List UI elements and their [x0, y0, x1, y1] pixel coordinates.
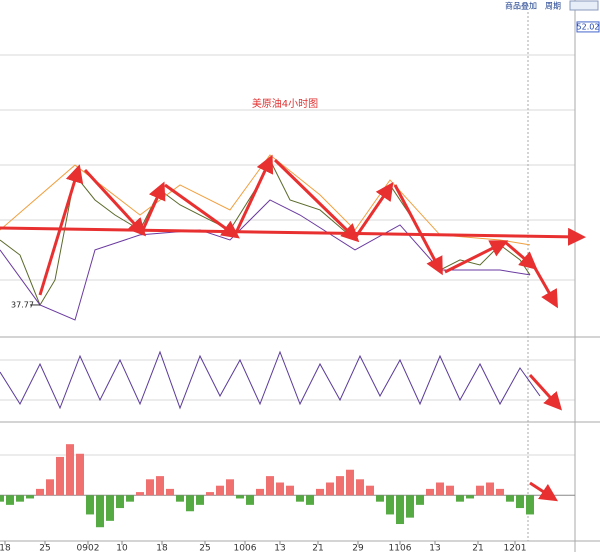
macd-bar [286, 485, 294, 496]
macd-bar [406, 495, 414, 518]
macd-bar [226, 479, 234, 496]
macd-bar [276, 482, 284, 496]
macd-bar [246, 495, 254, 505]
x-tick-label: 13 [429, 544, 440, 553]
macd-bar [116, 495, 124, 509]
macd-bar [316, 488, 324, 496]
overlay-button[interactable]: 商品叠加 [505, 1, 537, 11]
macd-bar [326, 482, 334, 496]
macd-bar [346, 469, 354, 496]
macd-bar [66, 444, 74, 496]
macd-bar [36, 488, 44, 496]
macd-bar [236, 495, 244, 499]
macd-bar [436, 482, 444, 496]
macd-bar [416, 495, 424, 505]
macd-bar [126, 495, 134, 502]
price-line [0, 350, 541, 410]
macd-bar [146, 479, 154, 496]
x-tick-label: 29 [352, 544, 364, 553]
x-tick-label: 0902 [77, 544, 100, 553]
macd-bar [486, 482, 494, 496]
macd-bar [456, 495, 464, 502]
macd-bar [296, 495, 304, 502]
macd-bar [426, 488, 434, 496]
chart-title: 美原油4小时图 [252, 97, 318, 110]
macd-bar [266, 476, 274, 496]
macd-bar [96, 495, 104, 528]
price-box [576, 21, 600, 33]
macd-bar [86, 495, 94, 515]
x-tick-label: 1006 [234, 544, 257, 553]
trend-arrows [0, 154, 586, 502]
macd-bar [106, 495, 114, 521]
macd-bar [306, 495, 314, 505]
macd-bar [156, 476, 164, 496]
macd-bar [26, 495, 34, 499]
macd-bar [6, 495, 14, 505]
macd-bar [376, 495, 384, 502]
x-tick-label: 18 [0, 544, 11, 553]
macd-bar [176, 495, 184, 502]
macd-bar [16, 495, 24, 502]
x-tick-label: 21 [312, 544, 323, 553]
macd-bar [516, 495, 524, 509]
macd-bar [496, 488, 504, 496]
macd-bar [366, 485, 374, 496]
macd-bar [196, 495, 204, 505]
x-tick-label: 21 [472, 544, 483, 553]
macd-bar [76, 453, 84, 496]
x-tick-label: 10 [116, 544, 128, 553]
period-button[interactable]: 周期 [545, 2, 561, 11]
x-tick-label: 1201 [504, 544, 527, 553]
macd-bar [356, 479, 364, 496]
macd-bar [216, 485, 224, 496]
macd-bar [446, 485, 454, 496]
macd-bar [136, 492, 144, 496]
macd-bar [56, 456, 64, 496]
price-label: 52.02 [577, 22, 600, 31]
x-tick-label: 25 [39, 544, 50, 553]
macd-bar [46, 479, 54, 496]
macd-bar [476, 485, 484, 496]
x-tick-label: 25 [199, 544, 210, 553]
macd-bar [166, 488, 174, 496]
macd-bar [466, 495, 474, 499]
macd-bar [206, 492, 214, 496]
macd-bar [336, 476, 344, 496]
macd-bar [186, 495, 194, 512]
macd-bar [386, 495, 394, 515]
macd-bar [526, 495, 534, 515]
x-tick-label: 13 [274, 544, 285, 553]
x-tick-label: 18 [156, 544, 168, 553]
macd-bar [396, 495, 404, 525]
macd-bar [0, 495, 4, 502]
window-controls[interactable] [569, 0, 599, 11]
macd-bar [506, 495, 514, 502]
macd-bar [256, 488, 264, 496]
x-tick-label: 1106 [389, 544, 412, 553]
price-label: 37.77 [11, 300, 34, 309]
